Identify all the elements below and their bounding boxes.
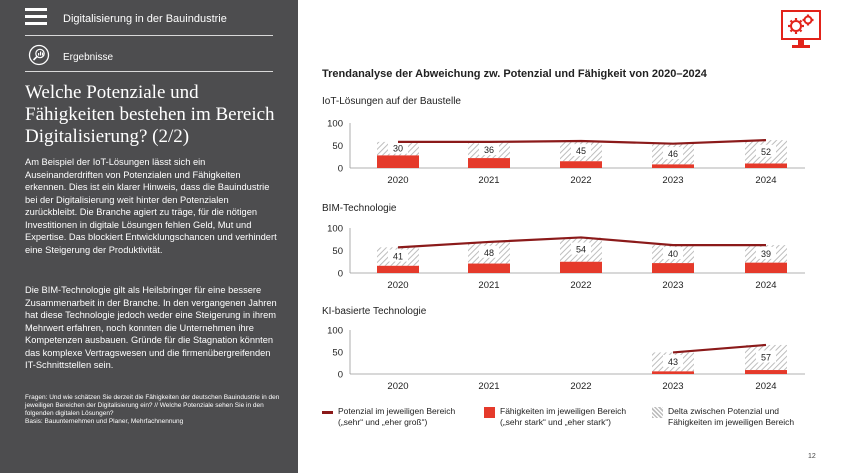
y-tick-label: 0	[338, 164, 343, 175]
page-heading: Welche Potenziale und Fähigkeiten besteh…	[25, 82, 275, 147]
x-tick-label: 2023	[662, 175, 683, 186]
delta-label-bg	[663, 247, 683, 260]
x-tick-label: 2024	[755, 381, 776, 392]
delta-value-label: 52	[761, 147, 771, 157]
delta-label-bg	[479, 245, 499, 258]
delta-label-bg	[571, 144, 591, 157]
legend-bar-swatch	[484, 407, 495, 418]
delta-value-label: 36	[484, 145, 494, 155]
x-tick-label: 2021	[478, 381, 499, 392]
ability-bar	[652, 371, 694, 374]
delta-label-bg	[479, 143, 499, 155]
y-tick-label: 100	[327, 326, 343, 337]
ability-bar	[745, 163, 787, 168]
x-tick-label: 2022	[570, 175, 591, 186]
panel-title: BIM-Technologie	[322, 203, 397, 214]
potential-line	[398, 139, 767, 145]
left-panel: Digitalisierung in der Bauindustrie Erge…	[0, 0, 298, 473]
ability-bar	[468, 158, 510, 168]
x-tick-label: 2024	[755, 280, 776, 291]
footnote-basis: Basis: Bauunternehmen und Planer, Mehrfa…	[25, 418, 184, 425]
x-tick-label: 2020	[387, 175, 408, 186]
delta-label-bg	[756, 144, 776, 157]
panel-title: IoT-Lösungen auf der Baustelle	[322, 96, 461, 107]
delta-value-label: 48	[484, 248, 494, 258]
legend-ability-sublabel: („sehr stark“ und „eher stark“)	[500, 417, 611, 427]
delta-label-bg	[388, 249, 408, 262]
legend-ability-label: Fähigkeiten im jeweiligen Bereich	[500, 406, 627, 416]
header-divider	[25, 35, 273, 36]
delta-value-label: 39	[761, 249, 771, 259]
x-tick-label: 2020	[387, 381, 408, 392]
delta-value-label: 41	[393, 252, 403, 262]
page-number: 12	[808, 453, 816, 460]
delta-label-bg	[663, 354, 683, 367]
ability-bar	[377, 155, 419, 168]
delta-value-label: 54	[576, 245, 586, 255]
legend-delta-label: Delta zwischen Potenzial und	[668, 406, 780, 416]
x-tick-label: 2021	[478, 280, 499, 291]
y-tick-label: 50	[332, 348, 343, 359]
potential-line	[397, 236, 766, 249]
body-paragraph-iot: Am Beispiel der IoT-Lösungen lässt sich …	[25, 157, 277, 255]
x-tick-label: 2021	[478, 175, 499, 186]
delta-label-bg	[663, 147, 683, 160]
ability-bar	[652, 164, 694, 168]
ability-bar	[652, 263, 694, 273]
ability-bar	[377, 265, 419, 273]
chart-title: Trendanalyse der Abweichung zw. Potenzia…	[322, 68, 707, 80]
ability-bar	[468, 263, 510, 273]
hamburger-menu-icon[interactable]	[25, 8, 47, 26]
x-tick-label: 2022	[570, 381, 591, 392]
ability-bar	[745, 370, 787, 374]
footnote: Fragen: Und wie schätzen Sie derzeit die…	[25, 394, 287, 426]
y-tick-label: 0	[338, 370, 343, 381]
legend-hatch-swatch	[652, 407, 663, 418]
y-tick-label: 100	[327, 224, 343, 235]
footnote-questions: Fragen: Und wie schätzen Sie derzeit die…	[25, 394, 280, 417]
ability-bar	[560, 261, 602, 273]
y-tick-label: 100	[327, 119, 343, 130]
legend-potential-label: Potenzial im jeweiligen Bereich	[338, 406, 456, 416]
legend-delta-sublabel: Fähigkeiten im jeweiligen Bereich	[668, 417, 795, 427]
legend-line-swatch	[322, 411, 333, 414]
magnifier-chart-icon	[28, 44, 50, 66]
delta-label-bg	[756, 246, 776, 259]
ability-bar	[560, 161, 602, 168]
panel-title: KI-basierte Technologie	[322, 306, 427, 317]
y-tick-label: 50	[332, 246, 343, 257]
y-tick-label: 0	[338, 269, 343, 280]
x-tick-label: 2022	[570, 280, 591, 291]
body-paragraph-bim: Die BIM-Technologie gilt als Heilsbringe…	[25, 285, 277, 370]
delta-value-label: 30	[393, 144, 403, 154]
x-tick-label: 2023	[662, 280, 683, 291]
ability-bar	[745, 262, 787, 273]
delta-label-bg	[571, 242, 591, 255]
trend-charts: IoT-Lösungen auf der Baustelle 0 50 100 2020…	[322, 96, 805, 392]
delta-label-bg	[388, 141, 408, 154]
delta-value-label: 40	[668, 249, 678, 259]
section-divider	[25, 71, 273, 72]
delta-value-label: 43	[668, 357, 678, 367]
delta-value-label: 57	[761, 353, 771, 363]
y-tick-label: 50	[332, 141, 343, 152]
monitor-gears-icon	[781, 10, 821, 48]
delta-value-label: 45	[576, 146, 586, 156]
legend-potential-sublabel: („sehr“ und „eher groß“)	[338, 417, 428, 427]
app-title: Digitalisierung in der Bauindustrie	[63, 13, 227, 25]
x-tick-label: 2020	[387, 280, 408, 291]
potential-line	[672, 343, 767, 354]
x-tick-label: 2023	[662, 381, 683, 392]
x-tick-label: 2024	[755, 175, 776, 186]
section-label: Ergebnisse	[63, 52, 114, 63]
delta-value-label: 46	[668, 149, 678, 159]
delta-label-bg	[756, 350, 776, 363]
